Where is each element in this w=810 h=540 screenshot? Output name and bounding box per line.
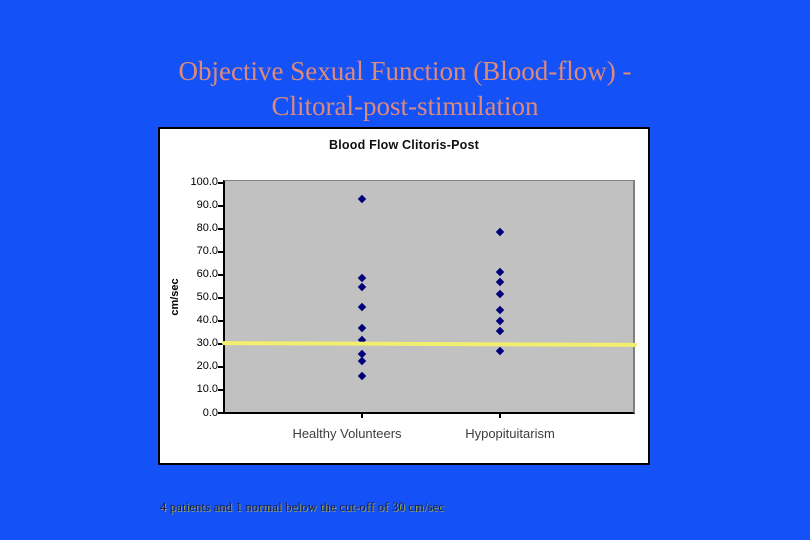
y-tick-label: 20.0: [196, 360, 218, 373]
y-tick-label: 40.0: [196, 314, 218, 327]
x-category-label: Healthy Volunteers: [292, 426, 402, 441]
y-tick-label: 0.0: [202, 406, 218, 419]
caption-text: 4 patients and 1 normal below the cut-of…: [160, 500, 445, 514]
y-tick-mark: [218, 319, 223, 322]
y-tick-mark: [218, 412, 223, 414]
chart: Blood Flow Clitoris-Post cm/sec 0.0 10.0 2…: [158, 127, 650, 465]
chart-title: Blood Flow Clitoris-Post: [329, 138, 479, 152]
y-tick-mark: [218, 273, 223, 276]
y-tick-label: 50.0: [196, 291, 218, 304]
y-tick-mark: [218, 296, 223, 299]
y-tick-mark: [218, 342, 223, 345]
y-tick-label: 70.0: [196, 245, 218, 258]
y-tick-mark: [218, 388, 223, 391]
y-tick-mark: [218, 181, 223, 184]
y-tick-label: 80.0: [196, 222, 218, 235]
y-tick-label: 30.0: [196, 337, 218, 350]
x-category-label: Hypopituitarism: [465, 426, 555, 441]
slide-title-line-1: Objective Sexual Function (Blood-flow) -: [178, 56, 632, 86]
plot-area: [223, 180, 635, 414]
x-tick-mark: [361, 413, 363, 418]
y-tick-mark: [218, 365, 223, 368]
slide-title: Objective Sexual Function (Blood-flow) -…: [0, 54, 810, 124]
y-tick-label: 60.0: [196, 268, 218, 281]
x-tick-mark: [499, 413, 501, 418]
y-tick-label: 10.0: [196, 383, 218, 396]
y-tick-mark: [218, 204, 223, 207]
slide-title-line-2: Clitoral-post-stimulation: [271, 91, 539, 121]
y-tick-label: 90.0: [196, 199, 218, 212]
y-tick-mark: [218, 227, 223, 230]
y-tick-label: 100.0: [190, 176, 218, 188]
y-tick-mark: [218, 250, 223, 253]
